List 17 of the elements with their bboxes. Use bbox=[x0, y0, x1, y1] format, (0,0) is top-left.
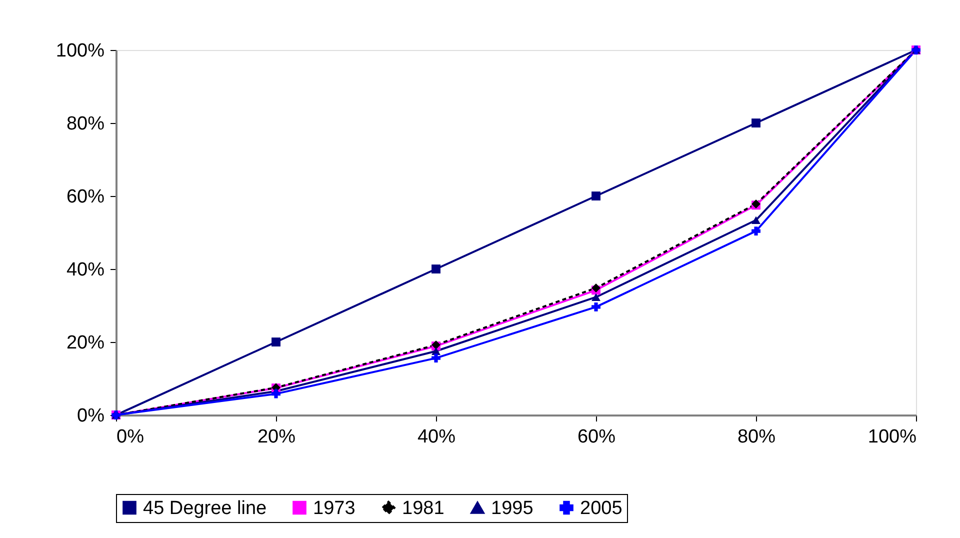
y-tick-label: 0% bbox=[77, 406, 105, 426]
x-tick-label: 100% bbox=[868, 426, 917, 448]
y-tick-label: 80% bbox=[66, 114, 105, 134]
y-tick-label: 20% bbox=[66, 332, 105, 354]
y-tick-label: 100% bbox=[56, 40, 105, 62]
y-tick-label: 60% bbox=[66, 186, 105, 208]
legend-label: 1981 bbox=[402, 498, 444, 519]
legend-label: 1973 bbox=[313, 498, 356, 519]
x-tick-label: 80% bbox=[737, 426, 776, 448]
legend-label: 45 Degree line bbox=[143, 498, 267, 519]
x-tick-label: 40% bbox=[417, 426, 456, 448]
y-tick-label: 40% bbox=[66, 260, 105, 280]
x-tick-label: 20% bbox=[257, 426, 296, 448]
x-tick-label: 60% bbox=[577, 426, 616, 448]
legend-label: 2005 bbox=[580, 498, 622, 519]
x-tick-label: 0% bbox=[116, 426, 144, 448]
legend-label: 1995 bbox=[491, 498, 534, 519]
